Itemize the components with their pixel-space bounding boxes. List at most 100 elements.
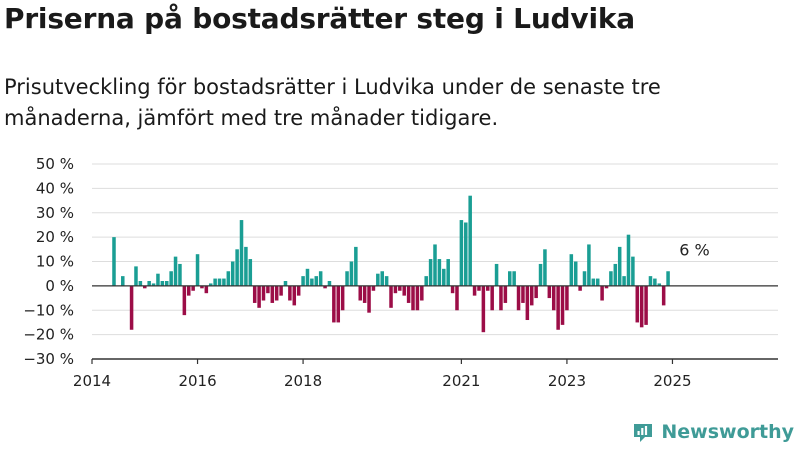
- bar: [248, 259, 253, 286]
- bar: [121, 276, 125, 286]
- bar: [266, 285, 270, 294]
- bar: [420, 285, 424, 301]
- bar: [380, 271, 384, 286]
- bar: [208, 283, 213, 286]
- bar: [191, 285, 195, 291]
- bar: [573, 261, 578, 286]
- bar: [525, 285, 530, 321]
- bar: [666, 271, 670, 286]
- bar: [367, 285, 371, 313]
- bar: [354, 246, 358, 286]
- bar: [446, 259, 450, 286]
- bar: [217, 278, 222, 286]
- bar: [274, 285, 279, 301]
- bar: [283, 281, 288, 286]
- labels: −30 % −20 % −10 % 0 % 10 % 20 % 30 % 40 % 50 % 20…: [23, 155, 709, 390]
- bar: [270, 285, 275, 303]
- bar: [565, 285, 569, 311]
- bar: [222, 278, 226, 286]
- bar: [261, 285, 266, 301]
- bar: [402, 285, 406, 296]
- y-tick-label: 20 %: [36, 228, 74, 246]
- bar: [398, 285, 402, 291]
- y-tick-label: 30 %: [36, 204, 74, 222]
- bar: [406, 285, 411, 303]
- bar: [151, 283, 156, 286]
- brand-logo: Newsworthy: [631, 420, 794, 444]
- bar: [534, 285, 538, 299]
- bar: [186, 285, 191, 296]
- bar: [494, 263, 499, 286]
- bar: [477, 285, 481, 291]
- x-tick-label: 2023: [548, 372, 586, 390]
- x-tick-label: 2016: [178, 372, 216, 390]
- bar: [358, 285, 362, 301]
- bar: [657, 283, 662, 286]
- bar: [635, 285, 640, 323]
- bar: [147, 281, 151, 286]
- bar: [433, 244, 437, 286]
- bar: [644, 285, 648, 325]
- x-tick-label: 2021: [442, 372, 480, 390]
- bar: [486, 285, 490, 291]
- bar: [244, 246, 248, 286]
- bar: [578, 285, 582, 291]
- y-tick-label: 40 %: [36, 179, 74, 197]
- bar: [362, 285, 367, 303]
- y-tick-label: −10 %: [23, 301, 74, 319]
- bar: [622, 276, 626, 286]
- bar: [301, 276, 305, 286]
- bar: [516, 285, 521, 311]
- bar: [371, 285, 376, 291]
- bar: [200, 285, 204, 289]
- bar: [560, 285, 565, 325]
- bar: [538, 263, 543, 286]
- bar: [508, 271, 512, 286]
- bar: [626, 234, 631, 286]
- bar: [314, 276, 319, 286]
- bar: [239, 220, 244, 286]
- bar: [604, 285, 609, 289]
- y-tick-label: 50 %: [36, 155, 74, 173]
- y-tick-label: 10 %: [36, 253, 74, 271]
- bar: [296, 285, 301, 296]
- bar: [459, 220, 464, 286]
- bar: [639, 285, 644, 328]
- bar: [230, 261, 235, 286]
- bar: [156, 273, 160, 286]
- bar: [521, 285, 525, 303]
- bar: [455, 285, 459, 311]
- bar: [411, 285, 415, 311]
- bar: [340, 285, 345, 311]
- bar: [428, 259, 433, 286]
- bar: [569, 254, 574, 286]
- bar: [235, 249, 239, 286]
- bar: [376, 273, 380, 286]
- bar: [310, 278, 314, 286]
- bar: [173, 256, 178, 286]
- bar: [582, 271, 587, 286]
- bar: [349, 261, 354, 286]
- x-tick-label: 2014: [73, 372, 111, 390]
- bar: [327, 281, 332, 286]
- chart-subtitle: Prisutveckling för bostadsrätter i Ludvi…: [4, 75, 661, 130]
- bar: [288, 285, 292, 301]
- bar: [499, 285, 503, 311]
- bar: [389, 285, 393, 308]
- bar: [204, 285, 209, 294]
- bar: [512, 271, 516, 286]
- bar: [165, 281, 169, 286]
- bar: [345, 271, 349, 286]
- bar: [252, 285, 257, 303]
- y-tick-label: −20 %: [23, 326, 74, 344]
- bar: [556, 285, 560, 330]
- bar: [213, 278, 217, 286]
- bar: [529, 285, 534, 306]
- x-tick-label: 2018: [284, 372, 322, 390]
- bar: [134, 266, 138, 286]
- bar: [653, 278, 657, 286]
- bar: [587, 244, 591, 286]
- bar: [631, 256, 635, 286]
- bar: [464, 222, 468, 286]
